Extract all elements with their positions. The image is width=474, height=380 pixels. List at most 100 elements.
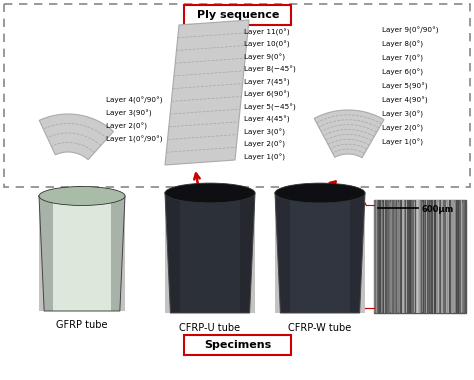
Bar	[444, 200, 446, 313]
Bar	[421, 200, 422, 313]
Bar	[447, 200, 449, 313]
Bar	[376, 200, 377, 313]
Text: GFRP tube: GFRP tube	[56, 320, 108, 330]
Bar	[408, 200, 409, 313]
Polygon shape	[39, 196, 54, 311]
Bar	[418, 200, 420, 313]
Bar	[412, 200, 414, 313]
Bar	[384, 200, 385, 313]
Ellipse shape	[275, 183, 365, 203]
Bar	[456, 200, 457, 313]
Bar	[446, 200, 448, 313]
Bar	[449, 200, 451, 313]
Bar	[397, 200, 398, 313]
FancyBboxPatch shape	[4, 4, 470, 187]
Bar	[394, 200, 396, 313]
Bar	[402, 200, 405, 313]
Bar	[453, 200, 454, 313]
Bar	[386, 200, 387, 313]
Bar	[454, 200, 456, 313]
Text: Layer 8(0°): Layer 8(0°)	[382, 40, 423, 48]
Bar	[463, 200, 465, 313]
Polygon shape	[39, 196, 125, 311]
Polygon shape	[275, 193, 290, 313]
Text: Layer 6(90°): Layer 6(90°)	[244, 91, 290, 98]
Bar	[409, 200, 411, 313]
Bar	[401, 200, 403, 313]
Text: Layer 5(−45°): Layer 5(−45°)	[244, 103, 296, 111]
Bar	[443, 200, 444, 313]
Bar	[436, 200, 438, 313]
Bar	[381, 200, 383, 313]
Bar	[434, 200, 437, 313]
Text: Layer 3(0°): Layer 3(0°)	[382, 111, 423, 117]
Bar	[406, 200, 407, 313]
FancyBboxPatch shape	[374, 200, 466, 313]
Bar	[377, 200, 378, 313]
Text: Layer 7(0°): Layer 7(0°)	[382, 54, 423, 62]
Text: Layer 7(45°): Layer 7(45°)	[244, 78, 290, 86]
Bar	[459, 200, 461, 313]
Bar	[387, 200, 389, 313]
Polygon shape	[275, 193, 365, 313]
Text: Layer 1(0°/90°): Layer 1(0°/90°)	[106, 135, 163, 142]
Bar	[422, 200, 424, 313]
Bar	[379, 200, 381, 313]
Bar	[439, 200, 440, 313]
Text: Layer 1(0°): Layer 1(0°)	[382, 138, 423, 146]
Bar	[419, 200, 421, 313]
Bar	[426, 200, 427, 313]
Text: Layer 4(90°): Layer 4(90°)	[382, 97, 428, 104]
Text: Layer 4(45°): Layer 4(45°)	[244, 116, 290, 123]
Text: Layer 2(0°): Layer 2(0°)	[244, 141, 285, 148]
Polygon shape	[39, 114, 113, 160]
Bar	[374, 200, 376, 313]
Polygon shape	[314, 110, 384, 158]
Ellipse shape	[165, 183, 255, 203]
Bar	[414, 200, 415, 313]
Polygon shape	[165, 20, 249, 165]
Text: Layer 2(0°): Layer 2(0°)	[382, 124, 423, 131]
Text: Layer 11(0°): Layer 11(0°)	[244, 28, 290, 36]
Text: Layer 3(0°): Layer 3(0°)	[244, 128, 285, 136]
Bar	[416, 200, 418, 313]
FancyBboxPatch shape	[184, 5, 292, 24]
Text: Layer 9(0°/90°): Layer 9(0°/90°)	[382, 26, 438, 33]
Text: Layer 5(90°): Layer 5(90°)	[382, 82, 428, 90]
Text: CFRP-W tube: CFRP-W tube	[288, 323, 352, 333]
Polygon shape	[240, 193, 255, 313]
Ellipse shape	[39, 187, 125, 206]
Text: CFRP-U tube: CFRP-U tube	[180, 323, 241, 333]
Text: Specimens: Specimens	[204, 340, 272, 350]
Bar	[431, 200, 433, 313]
Text: Layer 2(0°): Layer 2(0°)	[106, 122, 147, 130]
Text: Layer 8(−45°): Layer 8(−45°)	[244, 66, 296, 73]
FancyBboxPatch shape	[184, 334, 292, 355]
Text: Layer 10(0°): Layer 10(0°)	[244, 41, 290, 48]
Text: Layer 6(0°): Layer 6(0°)	[382, 68, 423, 76]
Polygon shape	[350, 193, 365, 313]
Bar	[404, 200, 405, 313]
Bar	[424, 200, 426, 313]
Bar	[461, 200, 462, 313]
Text: Layer 1(0°): Layer 1(0°)	[244, 154, 285, 161]
Text: Layer 9(0°): Layer 9(0°)	[244, 54, 285, 60]
Text: Layer 3(90°): Layer 3(90°)	[106, 109, 152, 117]
Bar	[389, 200, 391, 313]
Polygon shape	[165, 193, 255, 313]
Bar	[441, 200, 443, 313]
Text: Layer 4(0°/90°): Layer 4(0°/90°)	[106, 97, 163, 104]
Bar	[392, 200, 394, 313]
Bar	[429, 200, 431, 313]
Bar	[399, 200, 400, 313]
Bar	[433, 200, 434, 313]
Bar	[396, 200, 397, 313]
Bar	[391, 200, 392, 313]
Bar	[383, 200, 385, 313]
Polygon shape	[165, 193, 180, 313]
Bar	[428, 200, 429, 313]
Polygon shape	[110, 196, 125, 311]
Bar	[457, 200, 459, 313]
Bar	[451, 200, 453, 313]
Text: Ply sequence: Ply sequence	[197, 10, 279, 20]
